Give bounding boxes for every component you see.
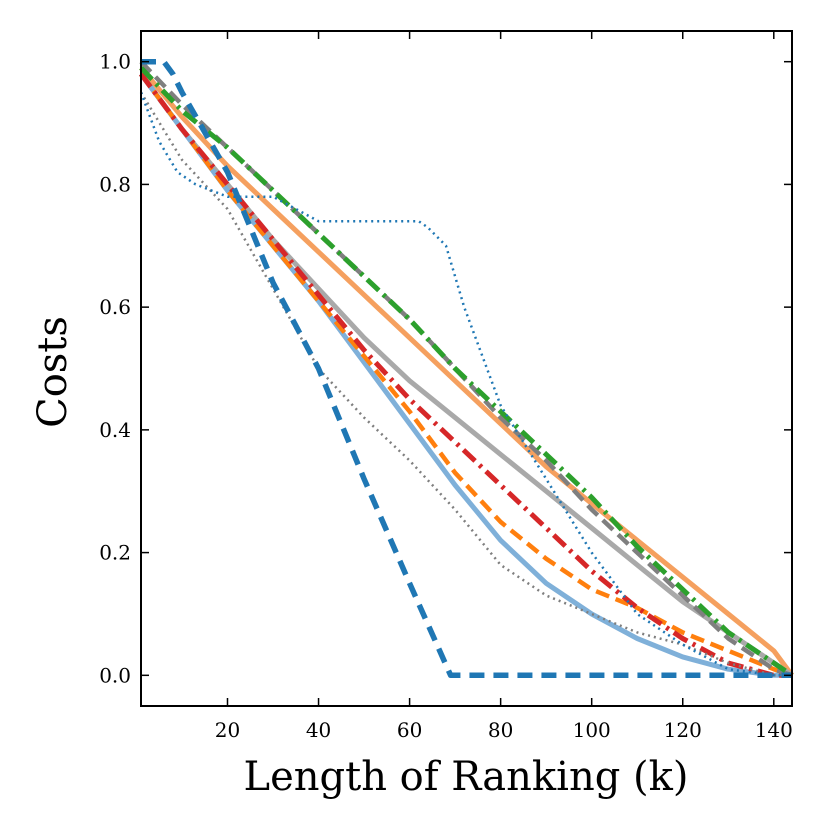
x-tick-label: 20 bbox=[215, 718, 240, 742]
x-tick-label: 40 bbox=[306, 718, 331, 742]
y-tick-label: 0.2 bbox=[99, 541, 131, 565]
x-tick-label: 80 bbox=[488, 718, 513, 742]
x-axis: 20 40 60 80 100 120 140 bbox=[215, 31, 793, 742]
series-line-2 bbox=[138, 72, 794, 678]
series-line-7 bbox=[139, 60, 793, 678]
series-line-1 bbox=[139, 66, 795, 677]
x-tick-label: 120 bbox=[664, 718, 702, 742]
plot-frame bbox=[140, 30, 793, 707]
series-line-8 bbox=[139, 66, 794, 678]
y-tick-label: 1.0 bbox=[99, 50, 131, 74]
series-line-6 bbox=[139, 91, 792, 677]
y-tick-label: 0.6 bbox=[99, 295, 131, 319]
series-line-4 bbox=[139, 72, 793, 678]
series-line-5 bbox=[138, 72, 792, 678]
y-axis-title: Costs bbox=[30, 316, 76, 428]
y-axis: 0.0 0.2 0.4 0.6 0.8 1.0 bbox=[99, 50, 792, 687]
x-tick-label: 60 bbox=[397, 718, 422, 742]
y-tick-label: 0.8 bbox=[99, 172, 131, 196]
y-tick-label: 0.4 bbox=[99, 418, 131, 442]
x-tick-label: 140 bbox=[755, 718, 793, 742]
series-layer bbox=[138, 58, 795, 679]
y-tick-label: 0.0 bbox=[99, 663, 131, 687]
series-line-9 bbox=[139, 91, 792, 677]
x-axis-title: Length of Ranking (k) bbox=[244, 754, 689, 800]
series-line-10 bbox=[141, 58, 792, 679]
x-tick-label: 100 bbox=[573, 718, 611, 742]
